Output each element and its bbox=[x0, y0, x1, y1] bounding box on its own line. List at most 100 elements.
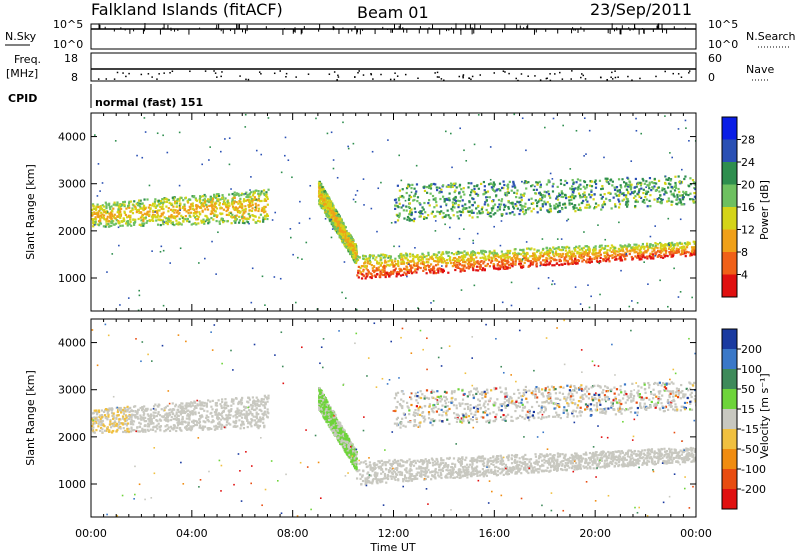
power-cell bbox=[547, 251, 549, 253]
power-cell bbox=[486, 265, 488, 267]
power-cell bbox=[498, 261, 500, 263]
power-cell bbox=[614, 189, 616, 191]
power-cell bbox=[629, 250, 631, 252]
power-cell bbox=[427, 202, 429, 204]
power-cell bbox=[329, 203, 331, 205]
nave-point bbox=[546, 78, 548, 80]
power-cell bbox=[459, 263, 461, 265]
power-cell bbox=[492, 205, 494, 207]
power-cell bbox=[599, 245, 601, 247]
power-cell bbox=[657, 198, 659, 200]
power-cell bbox=[163, 305, 165, 307]
power-cell bbox=[590, 296, 592, 298]
power-cell bbox=[182, 220, 184, 222]
power-cell bbox=[568, 247, 570, 249]
power-cell bbox=[395, 201, 397, 203]
power-cell bbox=[454, 269, 456, 271]
power-cell bbox=[444, 223, 446, 225]
power-cell bbox=[555, 259, 557, 261]
power-cell bbox=[484, 269, 486, 271]
power-cell bbox=[597, 224, 599, 226]
power-cell bbox=[228, 214, 230, 216]
power-cell bbox=[251, 200, 253, 202]
power-cell bbox=[514, 263, 516, 265]
power-cell bbox=[140, 212, 142, 214]
power-cell bbox=[633, 247, 635, 249]
power-cell bbox=[153, 205, 155, 207]
power-cell bbox=[165, 198, 167, 200]
power-cell bbox=[478, 210, 480, 212]
power-cell bbox=[549, 208, 551, 210]
power-cell bbox=[442, 196, 444, 198]
nave-point bbox=[286, 73, 288, 75]
power-cell bbox=[188, 221, 190, 223]
power-cell bbox=[527, 259, 529, 261]
power-cell bbox=[664, 255, 666, 257]
power-cell bbox=[246, 218, 248, 220]
power-cell bbox=[379, 276, 381, 278]
power-cell bbox=[92, 205, 94, 207]
power-cell bbox=[545, 203, 547, 205]
power-cell bbox=[319, 189, 321, 191]
power-cell bbox=[660, 198, 662, 200]
power-cell bbox=[544, 261, 546, 263]
power-cell bbox=[621, 178, 623, 180]
power-cell bbox=[426, 186, 428, 188]
power-cell bbox=[446, 252, 448, 254]
power-cell bbox=[193, 196, 195, 198]
power-cell bbox=[513, 192, 515, 194]
power-cell bbox=[163, 221, 165, 223]
power-cell bbox=[521, 208, 523, 210]
power-cell bbox=[535, 255, 537, 257]
power-cell bbox=[130, 221, 132, 223]
power-cell bbox=[682, 194, 684, 196]
power-cell bbox=[484, 256, 486, 258]
power-cell bbox=[134, 205, 136, 207]
velocity-cell bbox=[98, 423, 100, 425]
power-cell bbox=[512, 206, 514, 208]
power-cell bbox=[400, 206, 402, 208]
power-cell bbox=[471, 189, 473, 191]
power-cell bbox=[667, 186, 669, 188]
nave-point bbox=[394, 79, 396, 81]
power-cell bbox=[394, 204, 396, 206]
power-cell bbox=[121, 204, 123, 206]
power-cell bbox=[449, 199, 451, 201]
power-cell bbox=[561, 246, 563, 248]
power-cell bbox=[280, 278, 282, 280]
power-cell bbox=[500, 203, 502, 205]
power-cell bbox=[630, 188, 632, 190]
power-cell bbox=[598, 255, 600, 257]
power-cell bbox=[426, 272, 428, 274]
power-cell bbox=[198, 216, 200, 218]
power-cell bbox=[623, 194, 625, 196]
power-cell bbox=[614, 256, 616, 258]
power-cell bbox=[437, 263, 439, 265]
power-cell bbox=[571, 203, 573, 205]
power-cell bbox=[586, 207, 588, 209]
power-cell bbox=[410, 196, 412, 198]
power-cell bbox=[357, 272, 359, 274]
power-cell bbox=[342, 222, 344, 224]
power-cell bbox=[648, 200, 650, 202]
power-cell bbox=[551, 284, 553, 286]
power-cell bbox=[601, 247, 603, 249]
power-cell bbox=[520, 194, 522, 196]
power-cell bbox=[550, 249, 552, 251]
power-cell bbox=[404, 268, 406, 270]
nsky-strip: N.Sky 10^5 10^0 10^5 10^0 N.Search bbox=[5, 18, 796, 51]
power-cell bbox=[474, 201, 476, 203]
power-cell bbox=[470, 182, 472, 184]
power-cell bbox=[266, 196, 268, 198]
power-cell bbox=[118, 226, 120, 228]
power-cell bbox=[490, 146, 492, 148]
nave-point bbox=[504, 71, 506, 73]
power-cell bbox=[113, 202, 115, 204]
power-cell bbox=[398, 216, 400, 218]
power-cell bbox=[468, 267, 470, 269]
power-cell bbox=[463, 259, 465, 261]
power-cell bbox=[657, 256, 659, 258]
power-cell bbox=[605, 260, 607, 262]
power-cell bbox=[585, 260, 587, 262]
power-cell bbox=[213, 215, 215, 217]
